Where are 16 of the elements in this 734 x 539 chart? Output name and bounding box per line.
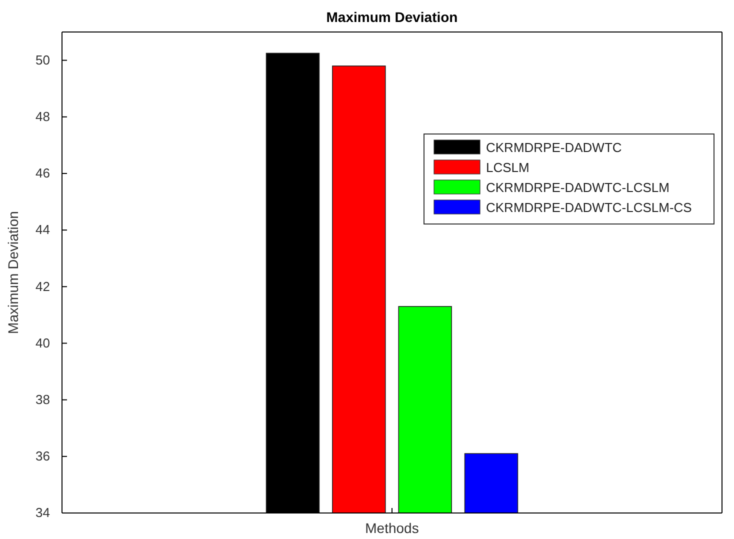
y-tick-label: 50 (36, 52, 50, 68)
y-tick-label: 46 (36, 166, 50, 181)
legend-label: CKRMDRPE-DADWTC-LCSLM-CS (486, 200, 692, 215)
y-tick-label: 48 (36, 109, 50, 124)
y-tick-label: 44 (36, 222, 50, 238)
y-tick-label: 36 (36, 448, 50, 464)
legend-label: CKRMDRPE-DADWTC (486, 140, 622, 155)
y-tick-label: 40 (36, 335, 50, 350)
chart-title: Maximum Deviation (326, 9, 458, 25)
y-axis-title: Maximum Deviation (5, 211, 21, 334)
y-tick-label: 42 (36, 278, 50, 294)
x-axis-title: Methods (365, 520, 419, 536)
legend-label: CKRMDRPE-DADWTC-LCSLM (486, 180, 670, 195)
legend-label: LCSLM (486, 160, 530, 175)
y-tick-label: 34 (36, 505, 50, 520)
y-tick-label: 38 (36, 392, 50, 407)
